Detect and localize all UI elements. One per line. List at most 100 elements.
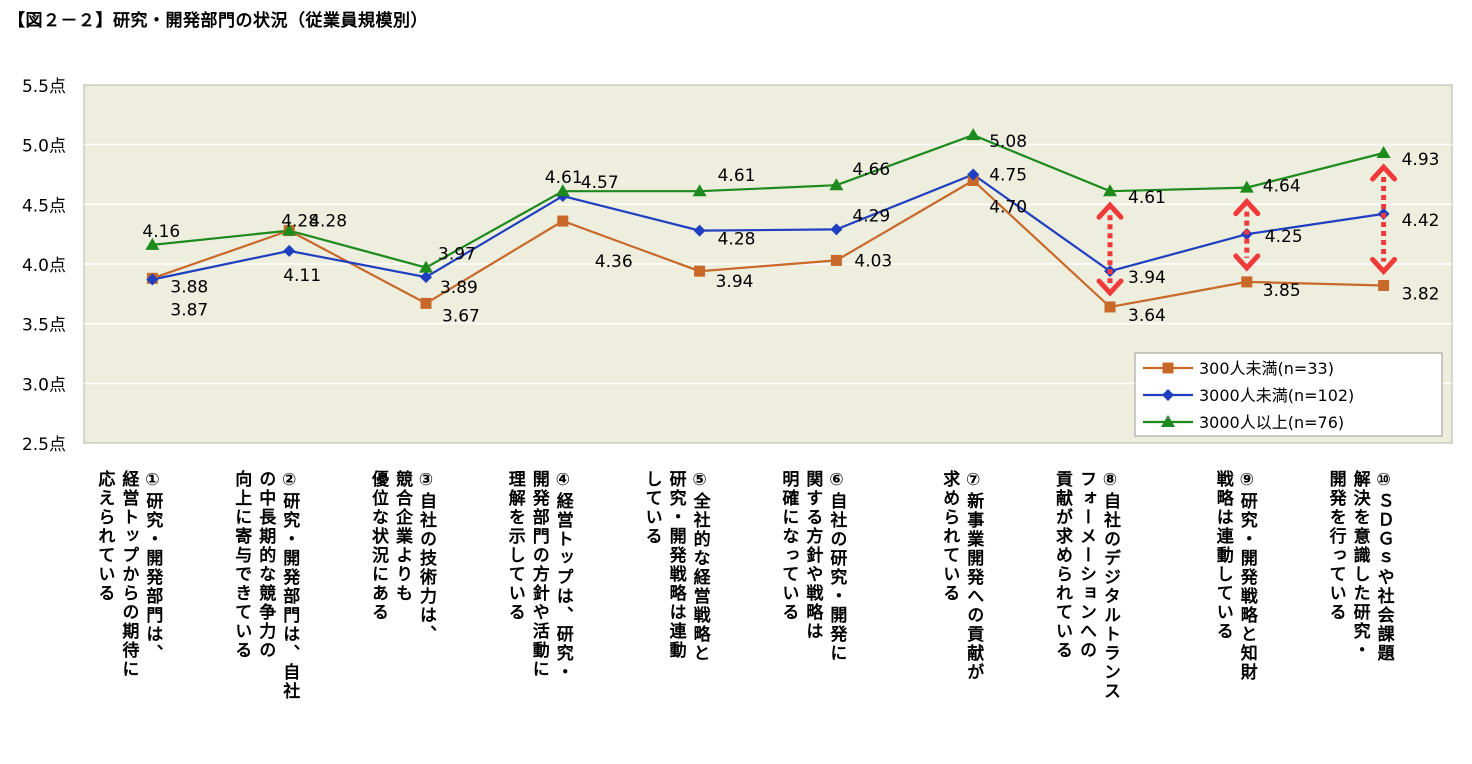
category-label-line: 戦略は連動している [1212, 470, 1233, 641]
category-label-line: 開発部門の方針や活動に [528, 470, 549, 679]
data-point [420, 297, 432, 309]
data-point [557, 215, 569, 227]
y-tick-label: 2.5点 [22, 435, 66, 455]
category-label-line: 優位な状況にある [368, 470, 388, 622]
category-label-line: 開発を行っている [1325, 470, 1346, 622]
series-line-0 [152, 179, 1384, 309]
data-label: 3.94 [1128, 268, 1166, 288]
data-point [1376, 146, 1391, 159]
legend-label: 3000人未満(n=102) [1199, 386, 1354, 405]
data-label: 4.61 [545, 168, 583, 188]
series-line-1 [152, 173, 1384, 281]
y-tick-label: 3.0点 [22, 375, 66, 395]
category-label-line: ⑧自社のデジタルトランス [1100, 470, 1120, 701]
category-label-line: している [641, 470, 662, 546]
data-point [283, 244, 296, 257]
data-point [693, 224, 706, 237]
data-label: 4.25 [1265, 227, 1303, 247]
category-label-line: フォーメーションへの [1076, 470, 1096, 660]
data-point [145, 237, 160, 250]
category-label-line: 求められている [939, 470, 960, 603]
data-label: 5.08 [989, 132, 1027, 152]
data-point [830, 254, 842, 266]
data-label: 4.61 [1128, 188, 1166, 208]
arrow-head-up [1233, 197, 1261, 217]
category-label-line: ③自社の技術力は、 [416, 470, 436, 644]
data-label: 3.87 [170, 301, 208, 321]
data-label: 4.29 [852, 206, 890, 226]
data-label: 4.42 [1402, 211, 1440, 231]
data-label: 3.85 [1263, 281, 1301, 301]
data-label: 4.61 [718, 166, 756, 186]
data-point [692, 184, 707, 197]
category-label-line: 競合企業よりも [392, 470, 412, 603]
data-point [555, 184, 570, 197]
category-label-line: 明確になっている [778, 470, 799, 622]
data-label: 4.28 [718, 230, 756, 250]
category-label-line: 応えられている [94, 470, 115, 603]
category-label: ⑩ＳＤＧｓや社会課題 解決を意識した研究・ 開発を行っている [1324, 470, 1396, 663]
data-point [966, 128, 981, 141]
data-point [967, 168, 980, 181]
arrow-head-up [1096, 201, 1124, 220]
category-label: ②研究・開発部門は、自社 の中長期的な競争力の 向上に寄与できている [229, 470, 301, 701]
data-label: 3.64 [1128, 306, 1166, 326]
category-label-line: ②研究・開発部門は、自社 [279, 470, 300, 701]
data-label: 4.11 [283, 266, 321, 286]
category-label-line: 解決を意識した研究・ [1349, 470, 1370, 660]
legend-label: 3000人以上(n=76) [1199, 413, 1344, 432]
category-label-line: ④経営トップは、研究・ [552, 470, 573, 682]
data-label: 4.66 [852, 160, 890, 180]
data-label: 4.75 [989, 166, 1027, 186]
data-label: 3.88 [170, 277, 208, 297]
y-tick-label: 4.5点 [22, 196, 66, 216]
category-label-line: ⑨研究・開発戦略と知財 [1236, 470, 1257, 682]
data-point [282, 223, 297, 236]
category-label-line: 経営トップからの期待に [118, 470, 139, 679]
arrow-head-down [1233, 253, 1261, 272]
data-label: 4.28 [309, 212, 347, 232]
data-point [1103, 184, 1117, 197]
category-label-line: 研究・開発戦略は連動 [665, 470, 686, 660]
arrow-head-down [1370, 256, 1398, 276]
legend-label: 300人未満(n=33) [1199, 359, 1334, 378]
y-tick-label: 3.5点 [22, 316, 66, 336]
data-label: 4.93 [1402, 150, 1440, 170]
data-point [146, 273, 159, 286]
legend-marker [1161, 415, 1175, 427]
category-label-line: ⑩ＳＤＧｓや社会課題 [1373, 470, 1394, 663]
y-tick-label: 5.0点 [22, 137, 66, 157]
category-label: ④経営トップは、研究・ 開発部門の方針や活動に 理解を示している [503, 470, 575, 682]
category-label: ⑤全社的な経営戦略と 研究・開発戦略は連動 している [640, 470, 712, 663]
data-label: 4.57 [581, 173, 619, 193]
legend-marker [1162, 362, 1174, 374]
data-label: 4.16 [142, 222, 180, 242]
data-label: 4.03 [854, 251, 892, 271]
category-label-line: 関する方針や戦略は [802, 470, 823, 641]
category-label-line: ①研究・開発部門は、 [142, 470, 163, 663]
category-label-line: 向上に寄与できている [231, 470, 252, 660]
category-label: ①研究・開発部門は、 経営トップからの期待に 応えられている [92, 470, 164, 679]
data-point [1239, 180, 1254, 193]
data-label: 4.70 [989, 197, 1027, 217]
category-label: ⑦新事業開発への貢献が 求められている [937, 470, 985, 682]
category-label-line: ⑤全社的な経営戦略と [689, 470, 710, 663]
category-label-line: 理解を示している [504, 470, 525, 622]
data-point [829, 178, 844, 191]
data-point [1241, 276, 1253, 288]
data-label: 3.67 [442, 306, 480, 326]
data-label: 3.82 [1402, 284, 1440, 304]
category-label: ⑧自社のデジタルトランス フォーメーションへの 貢献が求められている [1050, 470, 1122, 701]
data-label: 3.94 [716, 272, 754, 292]
data-label: 4.64 [1263, 177, 1301, 197]
data-point [419, 260, 433, 273]
category-label-line: ⑦新事業開発への貢献が [963, 470, 984, 682]
category-label: ⑨研究・開発戦略と知財 戦略は連動している [1211, 470, 1259, 682]
legend-marker [1162, 389, 1174, 401]
category-label-line: の中長期的な競争力の [255, 470, 276, 660]
category-label: ③自社の技術力は、 競合企業よりも 優位な状況にある [366, 470, 438, 644]
category-label-line: ⑥自社の研究・開発に [826, 470, 847, 663]
data-label: 4.36 [595, 252, 633, 272]
category-label-line: 貢献が求められている [1052, 470, 1072, 660]
